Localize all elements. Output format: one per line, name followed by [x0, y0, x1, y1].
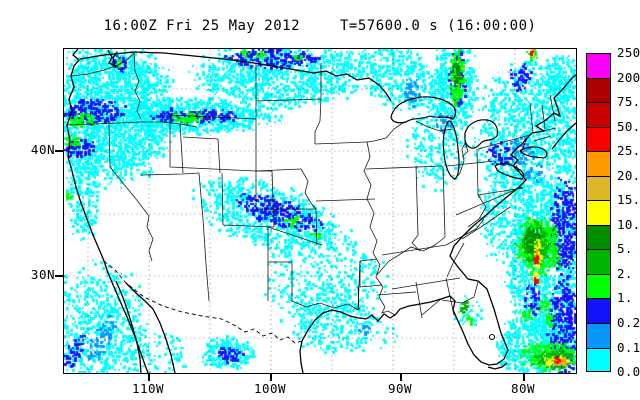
colorbar-label: 1.: [617, 290, 633, 306]
colorbar-cell: [586, 224, 611, 251]
lat-tick-label: 40N: [30, 142, 55, 157]
colorbar-cell: [586, 175, 611, 202]
state-border: [315, 198, 378, 287]
coastline: [107, 49, 118, 68]
colorbar-cell: [586, 126, 611, 153]
colorbar-label: 50.: [617, 118, 640, 134]
colorbar-cell: [586, 151, 611, 178]
coastline: [487, 362, 508, 370]
state-border: [140, 172, 200, 176]
lon-tick: [270, 373, 272, 381]
state-border: [357, 284, 383, 311]
mexico-border: [103, 260, 303, 344]
state-border: [133, 52, 142, 120]
colorbar-cell: [586, 322, 611, 349]
lat-tick: [55, 150, 63, 152]
state-border: [108, 124, 154, 262]
great-lake: [442, 120, 460, 180]
colorbar-cell: [586, 77, 611, 104]
colorbar-label: 75.: [617, 94, 640, 110]
lon-tick: [523, 373, 525, 381]
colorbar-label: 0.25: [617, 314, 640, 330]
lat-tick-label: 30N: [30, 267, 55, 282]
state-border: [221, 170, 275, 228]
colorbar-label: 25.: [617, 143, 640, 159]
state-border: [515, 94, 557, 176]
state-border: [182, 136, 221, 174]
colorbar-cell: [586, 347, 611, 372]
coastline: [66, 49, 149, 373]
coastline: [125, 282, 176, 373]
basemap-svg: [64, 49, 576, 373]
colorbar-label: 5.: [617, 241, 633, 257]
state-border: [446, 186, 523, 278]
state-border: [467, 194, 487, 228]
colorbar-cell: [586, 200, 611, 227]
map-frame: [63, 48, 577, 374]
colorbar-label: 0.10: [617, 339, 640, 355]
lon-tick: [400, 373, 402, 381]
colorbar-label: 0.01: [617, 364, 640, 379]
state-border: [376, 236, 446, 276]
colorbar-label: 250.: [617, 45, 640, 60]
plot-title: 16:00Z Fri 25 May 2012 T=57600.0 s (16:00…: [0, 18, 640, 34]
colorbar-label: 2.: [617, 265, 633, 281]
plot-title-datetime: 16:00Z Fri 25 May 2012: [103, 18, 300, 34]
coastline: [551, 122, 576, 150]
colorbar-cell: [586, 249, 611, 276]
state-border: [255, 168, 317, 210]
plot-title-model-time: T=57600.0 s (16:00:00): [340, 18, 537, 34]
state-border: [314, 63, 368, 145]
state-border: [179, 123, 184, 174]
lon-tick-label: 80W: [510, 381, 536, 396]
colorbar-label: 20.: [617, 167, 640, 183]
state-border: [363, 121, 405, 316]
coastline: [115, 280, 142, 373]
state-border: [365, 165, 443, 170]
colorbar-cell: [586, 53, 611, 80]
state-border: [267, 208, 361, 311]
state-border: [415, 120, 469, 180]
state-border: [445, 218, 485, 246]
lon-tick-label: 110W: [131, 381, 165, 396]
colorbar-cell: [586, 273, 611, 300]
state-border: [376, 244, 461, 319]
state-border: [66, 121, 198, 128]
state-border: [411, 160, 495, 252]
great-lake: [494, 162, 525, 180]
colorbar-label: 15.: [617, 192, 640, 208]
lon-tick: [148, 373, 150, 381]
colorbar-cell: [586, 102, 611, 129]
state-border: [70, 52, 135, 77]
great-lake: [464, 119, 499, 149]
great-lake: [390, 96, 457, 124]
state-border: [255, 98, 322, 102]
colorbar-label: 10.: [617, 216, 640, 232]
state-border: [441, 281, 479, 304]
colorbar: [586, 53, 611, 372]
lat-tick: [55, 275, 63, 277]
coastline: [299, 340, 304, 373]
lake-okeechobee: [489, 334, 495, 340]
lon-tick-label: 100W: [253, 381, 287, 396]
great-lake: [519, 146, 548, 159]
state-border: [169, 114, 257, 172]
coastline: [301, 74, 576, 366]
lon-tick-label: 90W: [387, 381, 413, 396]
colorbar-cell: [586, 298, 611, 325]
colorbar-label: 200.: [617, 69, 640, 85]
state-border: [198, 172, 210, 302]
coastline: [79, 51, 392, 102]
